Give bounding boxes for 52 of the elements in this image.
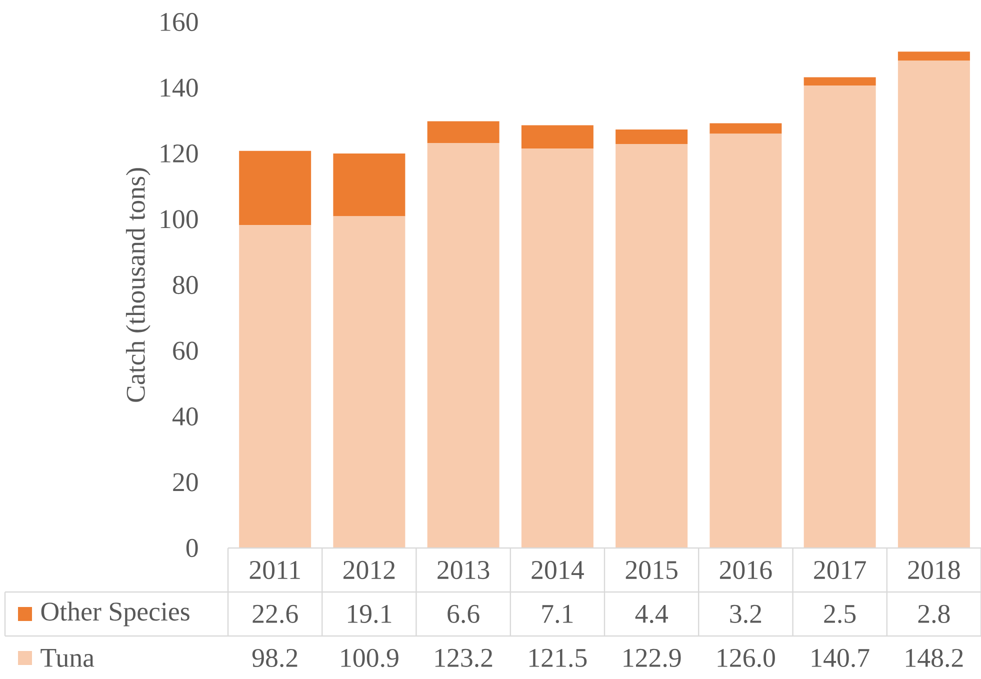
data-label: 7.1 (542, 604, 573, 624)
y-tick-label: 40 (172, 407, 198, 426)
data-label: 140.7 (812, 648, 870, 668)
y-tick-label: 0 (186, 538, 198, 558)
y-tick-label: 120 (160, 144, 198, 163)
x-tick-label: 2018 (908, 560, 960, 580)
x-tick-label: 2015 (626, 560, 678, 580)
bar (333, 153, 406, 216)
data-label: 148.2 (906, 648, 963, 668)
y-axis-title: Catch (thousand tons) (126, 168, 150, 402)
x-tick-label: 2013 (438, 560, 490, 580)
bar (804, 77, 876, 86)
x-tick-label: 2016 (720, 560, 772, 580)
data-label: 98.2 (252, 648, 298, 668)
bar (521, 125, 594, 149)
data-label: 2.8 (918, 604, 950, 624)
x-tick-label: 2017 (814, 560, 866, 580)
bar (239, 150, 312, 226)
data-label: 100.9 (341, 648, 398, 668)
data-label: 6.6 (448, 604, 480, 624)
bar (898, 52, 970, 61)
bar (804, 85, 876, 548)
legend-label: Other Species (41, 602, 190, 626)
bar (427, 142, 500, 548)
bar (616, 144, 688, 548)
data-label: 123.2 (435, 648, 492, 668)
y-tick-label: 140 (160, 78, 198, 97)
data-label: 3.2 (730, 604, 762, 624)
y-tick-label: 160 (160, 12, 198, 32)
data-label: 2.5 (824, 604, 856, 624)
data-label: 4.4 (635, 604, 668, 624)
bar (710, 123, 782, 134)
data-label: 121.5 (530, 648, 587, 668)
x-tick-label: 2012 (343, 560, 395, 580)
y-tick-label: 60 (173, 342, 198, 360)
x-tick-label: 2011 (250, 560, 300, 580)
x-tick-label: 2014 (532, 560, 584, 580)
bar (333, 216, 406, 548)
data-label: 22.6 (252, 604, 298, 624)
bar (521, 148, 594, 548)
data-label: 122.9 (624, 648, 681, 668)
y-tick-label: 20 (173, 473, 198, 492)
data-label: 19.1 (348, 604, 392, 624)
bar (616, 129, 688, 144)
bar (710, 134, 782, 548)
bar (239, 225, 312, 548)
y-tick-label: 80 (172, 276, 198, 294)
data-label: 126.0 (718, 648, 775, 668)
legend-label: Tuna (40, 649, 94, 667)
y-tick-label: 100 (160, 210, 198, 228)
bar (898, 60, 970, 548)
bar (427, 121, 500, 143)
